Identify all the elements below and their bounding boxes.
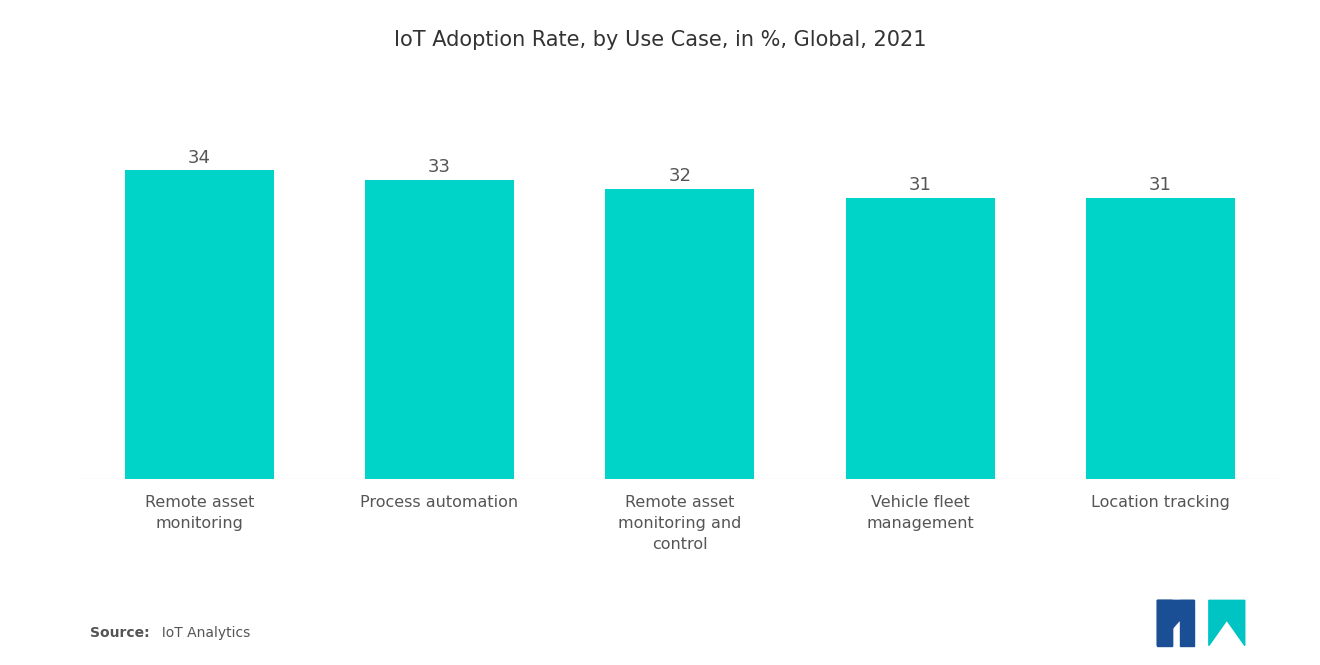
Polygon shape — [1158, 600, 1180, 646]
Bar — [846, 198, 994, 479]
Polygon shape — [1226, 600, 1245, 646]
Bar — [125, 170, 273, 479]
Text: IoT Adoption Rate, by Use Case, in %, Global, 2021: IoT Adoption Rate, by Use Case, in %, Gl… — [393, 30, 927, 50]
Polygon shape — [1158, 600, 1195, 620]
Text: 34: 34 — [187, 149, 211, 167]
Bar — [1086, 198, 1234, 479]
Text: Remote asset
monitoring and
control: Remote asset monitoring and control — [618, 495, 742, 552]
Bar — [1158, 600, 1172, 646]
Bar — [1180, 600, 1195, 646]
Text: Source:: Source: — [90, 626, 149, 640]
Polygon shape — [1180, 600, 1195, 646]
Text: IoT Analytics: IoT Analytics — [153, 626, 251, 640]
Text: Process automation: Process automation — [360, 495, 519, 510]
Text: Remote asset
monitoring: Remote asset monitoring — [145, 495, 253, 531]
Polygon shape — [1209, 600, 1226, 646]
Bar — [366, 180, 513, 479]
Text: 31: 31 — [1148, 176, 1172, 194]
Polygon shape — [1158, 600, 1172, 646]
Text: 32: 32 — [668, 167, 692, 185]
Text: Location tracking: Location tracking — [1090, 495, 1230, 510]
Text: 31: 31 — [908, 176, 932, 194]
Bar — [606, 189, 754, 479]
Text: 33: 33 — [428, 158, 451, 176]
Polygon shape — [1209, 600, 1245, 620]
Text: Vehicle fleet
management: Vehicle fleet management — [866, 495, 974, 531]
